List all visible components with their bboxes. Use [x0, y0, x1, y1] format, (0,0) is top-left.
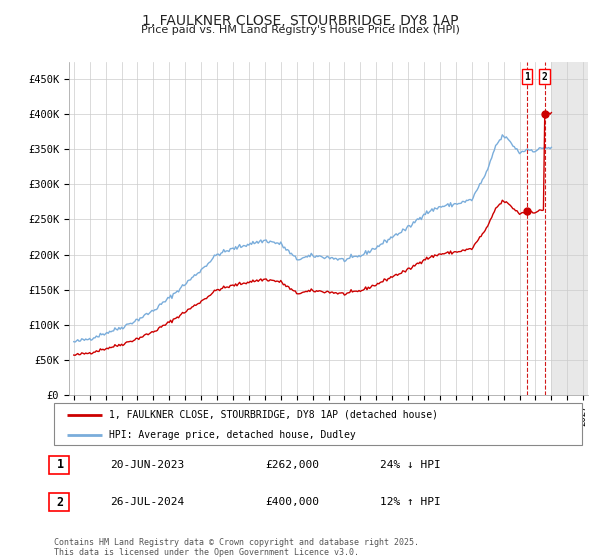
- Text: 1: 1: [56, 459, 64, 472]
- Text: 2: 2: [542, 72, 547, 82]
- FancyBboxPatch shape: [54, 403, 582, 445]
- Text: £400,000: £400,000: [265, 497, 319, 507]
- Text: 26-JUL-2024: 26-JUL-2024: [110, 497, 184, 507]
- Bar: [551, 62, 600, 395]
- Text: 12% ↑ HPI: 12% ↑ HPI: [380, 497, 441, 507]
- Text: 1, FAULKNER CLOSE, STOURBRIDGE, DY8 1AP: 1, FAULKNER CLOSE, STOURBRIDGE, DY8 1AP: [142, 14, 458, 28]
- Text: Price paid vs. HM Land Registry's House Price Index (HPI): Price paid vs. HM Land Registry's House …: [140, 25, 460, 35]
- FancyBboxPatch shape: [49, 456, 69, 474]
- Text: 1: 1: [524, 72, 530, 82]
- Text: 1, FAULKNER CLOSE, STOURBRIDGE, DY8 1AP (detached house): 1, FAULKNER CLOSE, STOURBRIDGE, DY8 1AP …: [109, 410, 439, 420]
- Text: 2: 2: [56, 496, 64, 508]
- Text: £262,000: £262,000: [265, 460, 319, 470]
- Text: Contains HM Land Registry data © Crown copyright and database right 2025.
This d: Contains HM Land Registry data © Crown c…: [54, 538, 419, 557]
- FancyBboxPatch shape: [49, 493, 69, 511]
- Text: 20-JUN-2023: 20-JUN-2023: [110, 460, 184, 470]
- Text: HPI: Average price, detached house, Dudley: HPI: Average price, detached house, Dudl…: [109, 430, 356, 440]
- Text: 24% ↓ HPI: 24% ↓ HPI: [380, 460, 441, 470]
